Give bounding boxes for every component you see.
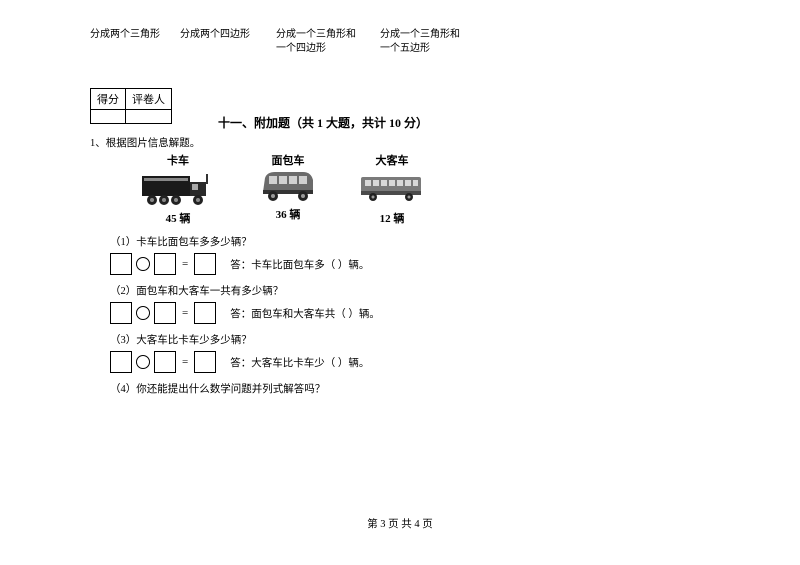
- input-box[interactable]: [154, 351, 176, 373]
- input-box[interactable]: [194, 351, 216, 373]
- score-label: 得分: [91, 89, 126, 110]
- input-box[interactable]: [154, 302, 176, 324]
- van-name: 面包车: [234, 152, 342, 168]
- truck-count: 45 辆: [122, 210, 234, 226]
- grader-label: 评卷人: [126, 89, 172, 110]
- input-box[interactable]: [110, 351, 132, 373]
- input-box[interactable]: [194, 302, 216, 324]
- question-1: （1）卡车比面包车多多少辆？: [110, 234, 710, 249]
- problem-intro: 1、根据图片信息解题。: [90, 135, 710, 150]
- page-footer: 第 3 页 共 4 页: [0, 516, 800, 531]
- grader-cell: [126, 110, 172, 124]
- bus-name: 大客车: [342, 152, 442, 168]
- truck-icon: [122, 168, 234, 208]
- section-title: 十一、附加题（共 1 大题，共计 10 分）: [218, 114, 710, 131]
- equation-2: = 答：面包车和大客车共（ ）辆。: [110, 302, 710, 324]
- option-4-line1: 分成一个三角形和: [380, 28, 460, 42]
- option-4: 分成一个三角形和 一个五边形: [380, 28, 460, 56]
- equals-sign: =: [182, 258, 188, 270]
- question-4: （4）你还能提出什么数学问题并列式解答吗？: [110, 381, 710, 396]
- operator-circle[interactable]: [136, 355, 150, 369]
- input-box[interactable]: [110, 302, 132, 324]
- bus-column: 大客车 12 辆: [342, 152, 442, 226]
- bus-icon: [342, 168, 442, 208]
- van-column: 面包车 36 辆: [234, 152, 342, 222]
- vehicles-row: 卡车 45 辆 面包车: [122, 152, 710, 226]
- equation-3: = 答：大客车比卡车少（ ）辆。: [110, 351, 710, 373]
- input-box[interactable]: [110, 253, 132, 275]
- input-box[interactable]: [194, 253, 216, 275]
- equation-1: = 答：卡车比面包车多（ ）辆。: [110, 253, 710, 275]
- operator-circle[interactable]: [136, 306, 150, 320]
- option-3-line1: 分成一个三角形和: [276, 28, 380, 42]
- input-box[interactable]: [154, 253, 176, 275]
- truck-name: 卡车: [122, 152, 234, 168]
- option-4-line2: 一个五边形: [380, 42, 460, 56]
- question-2: （2）面包车和大客车一共有多少辆？: [110, 283, 710, 298]
- bus-count: 12 辆: [342, 210, 442, 226]
- question-3: （3）大客车比卡车少多少辆？: [110, 332, 710, 347]
- truck-column: 卡车 45 辆: [122, 152, 234, 226]
- van-icon: [234, 168, 342, 204]
- equals-sign: =: [182, 356, 188, 368]
- operator-circle[interactable]: [136, 257, 150, 271]
- answer-1: 答：卡车比面包车多（ ）辆。: [230, 257, 369, 272]
- answer-3: 答：大客车比卡车少（ ）辆。: [230, 355, 369, 370]
- score-table: 得分 评卷人: [90, 88, 172, 124]
- van-count: 36 辆: [234, 206, 342, 222]
- top-options-row: 分成两个三角形 分成两个四边形 分成一个三角形和 一个四边形 分成一个三角形和 …: [90, 28, 710, 56]
- option-3: 分成一个三角形和 一个四边形: [276, 28, 380, 56]
- score-cell: [91, 110, 126, 124]
- option-2: 分成两个四边形: [180, 28, 276, 56]
- answer-2: 答：面包车和大客车共（ ）辆。: [230, 306, 380, 321]
- option-3-line2: 一个四边形: [276, 42, 380, 56]
- option-1: 分成两个三角形: [90, 28, 180, 56]
- equals-sign: =: [182, 307, 188, 319]
